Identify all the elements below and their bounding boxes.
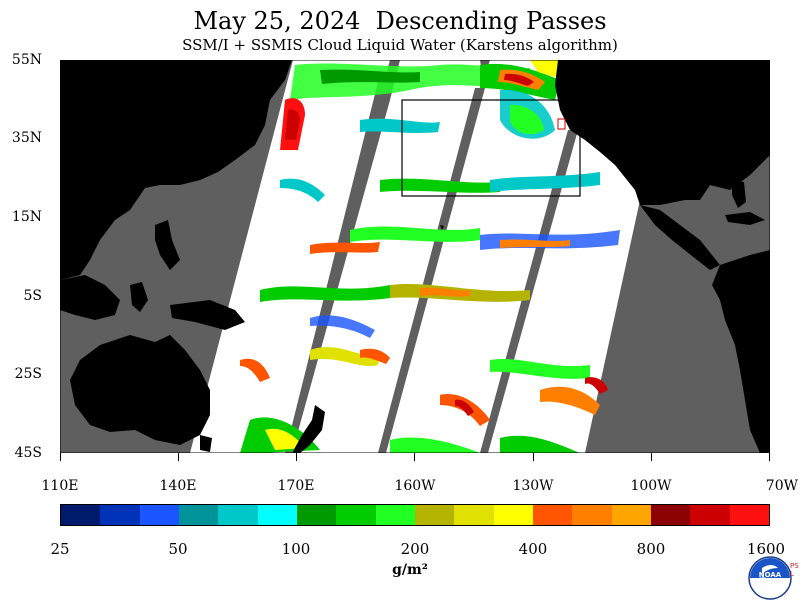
noaa-logo-icon: NOAA <box>748 556 792 600</box>
colorbar-label: 50 <box>168 540 188 558</box>
logo-text: NOAA <box>759 571 782 579</box>
lat-label: 5S <box>23 288 43 304</box>
map-subtitle: SSM/I + SSMIS Cloud Liquid Water (Karste… <box>182 36 618 54</box>
psl-side-text: PSL <box>790 562 799 578</box>
colorbar-segment <box>178 505 219 525</box>
lat-label: 45S <box>14 445 42 461</box>
colorbar-label: 800 <box>636 540 666 558</box>
lon-label: 110E <box>41 478 79 494</box>
lat-label: 15N <box>11 209 42 225</box>
colorbar-segment <box>454 505 494 525</box>
colorbar-segment <box>611 505 651 525</box>
outlined-rectangle-region <box>401 99 581 197</box>
colorbar-label: 25 <box>50 540 70 558</box>
cloud-features <box>240 60 620 453</box>
colorbar-units: g/m² <box>392 562 428 578</box>
colorbar-segment <box>336 505 376 525</box>
colorbar-label: 200 <box>400 540 430 558</box>
colorbar-label: 100 <box>281 540 311 558</box>
lon-label: 130W <box>512 478 554 494</box>
colorbar-segment <box>650 505 691 525</box>
colorbar-segment <box>139 505 179 525</box>
colorbar-segment <box>690 505 730 525</box>
lat-label: 25S <box>14 366 42 382</box>
colorbar <box>60 504 770 526</box>
lat-label: 55N <box>11 52 42 68</box>
colorbar-segment <box>296 505 337 525</box>
small-red-box <box>557 118 566 130</box>
lon-label: 100W <box>630 478 672 494</box>
colorbar-segment <box>218 505 258 525</box>
cloud-liquid-water-map <box>60 60 770 453</box>
colorbar-segment <box>100 505 140 525</box>
colorbar-segment <box>257 505 297 525</box>
lon-tick-marks <box>60 453 770 461</box>
land-masses <box>60 60 770 453</box>
colorbar-label: 1600 <box>746 540 786 558</box>
swath-coverage <box>190 60 640 453</box>
colorbar-segment <box>532 505 573 525</box>
colorbar-segment <box>61 505 101 525</box>
lat-label: 35N <box>11 130 42 146</box>
map-title: May 25, 2024 Descending Passes <box>193 7 607 35</box>
lon-label: 70W <box>765 478 798 494</box>
lon-label: 140E <box>159 478 197 494</box>
colorbar-segment <box>729 505 769 525</box>
colorbar-segment <box>414 505 455 525</box>
colorbar-segment <box>375 505 415 525</box>
lon-label: 160W <box>394 478 436 494</box>
colorbar-segment <box>493 505 533 525</box>
lon-label: 170E <box>277 478 315 494</box>
colorbar-segment <box>572 505 612 525</box>
colorbar-label: 400 <box>518 540 548 558</box>
